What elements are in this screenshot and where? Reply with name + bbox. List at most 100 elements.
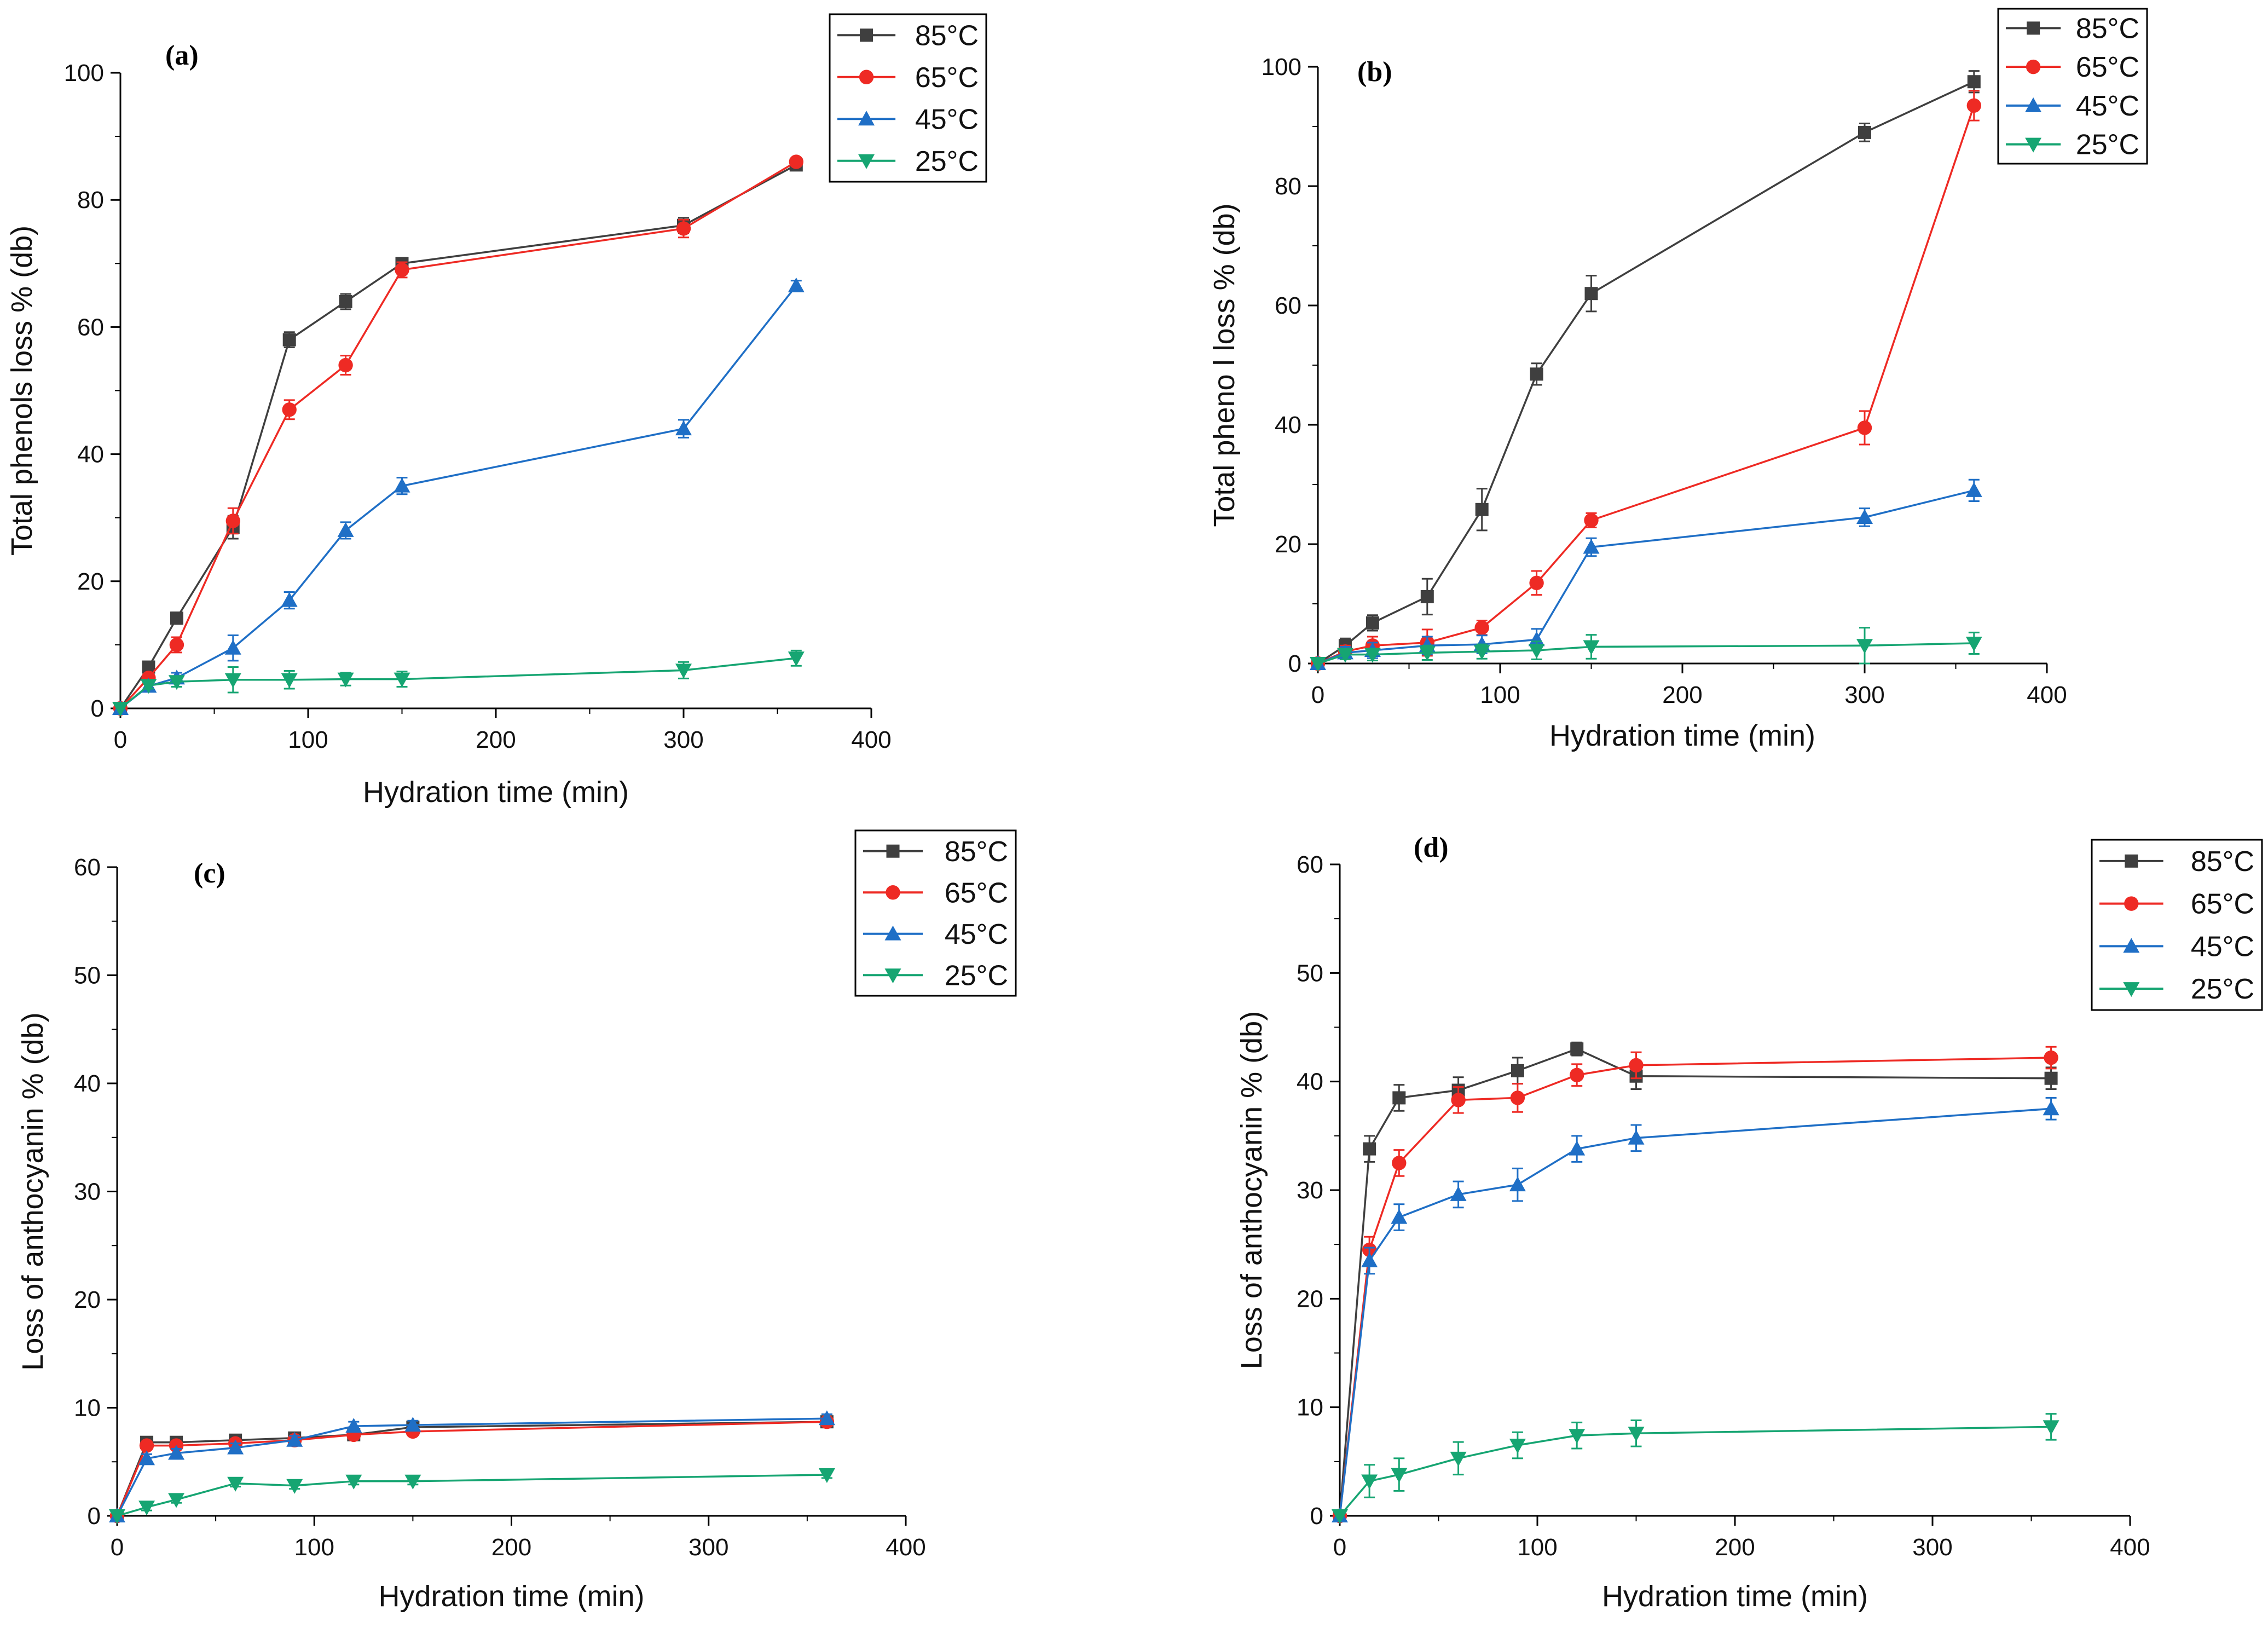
data-point	[2043, 1420, 2059, 1435]
legend-box	[829, 13, 987, 183]
y-tick-label: 0	[1288, 650, 1301, 677]
legend-marker	[2125, 854, 2138, 868]
legend: 85°C 65°C 45°C 25°C	[1997, 8, 2148, 165]
legend-label: 65°C	[2191, 888, 2254, 920]
legend-box	[1997, 8, 2148, 165]
legend: 85°C 65°C 45°C 25°C	[854, 829, 1017, 997]
data-point	[281, 673, 298, 688]
data-point	[1629, 1058, 1644, 1073]
legend: 85°C 65°C 45°C 25°C	[2091, 839, 2263, 1011]
data-point	[1967, 75, 1981, 89]
data-point	[1310, 657, 1326, 672]
y-tick-label: 20	[1275, 531, 1301, 558]
legend-label: 25°C	[945, 960, 1008, 991]
y-axis-label: Total phenols loss % (db)	[5, 226, 38, 556]
x-axis-label: Hydration time (min)	[1549, 719, 1815, 752]
data-point	[1391, 1468, 1408, 1483]
data-point	[1509, 1176, 1526, 1192]
data-point	[1584, 513, 1599, 528]
series-25c	[109, 1468, 835, 1524]
data-point	[1583, 539, 1600, 554]
data-point	[1420, 590, 1434, 603]
y-tick-label: 60	[1275, 292, 1301, 319]
legend-label: 25°C	[2076, 129, 2139, 161]
x-tick-label: 400	[851, 726, 891, 753]
data-point	[1392, 1156, 1407, 1170]
x-tick-label: 0	[1333, 1534, 1346, 1561]
data-point	[1628, 1129, 1645, 1145]
series-line	[116, 1421, 827, 1516]
data-point	[1528, 631, 1545, 647]
x-tick-label: 100	[294, 1534, 334, 1561]
legend-marker	[2025, 137, 2042, 153]
series-line	[116, 1421, 827, 1516]
x-tick-label: 400	[886, 1534, 925, 1561]
y-tick-label: 100	[1262, 54, 1301, 80]
data-point	[140, 679, 157, 694]
data-point	[818, 1468, 835, 1483]
y-tick-label: 80	[77, 187, 104, 213]
data-point	[227, 1476, 244, 1492]
data-point	[286, 1479, 303, 1494]
legend-label: 45°C	[2191, 931, 2254, 962]
y-tick-label: 10	[74, 1395, 101, 1422]
x-tick-label: 200	[1662, 682, 1702, 708]
legend-label: 45°C	[945, 919, 1008, 950]
x-tick-label: 100	[1480, 682, 1520, 708]
series-line	[1339, 1048, 2051, 1516]
data-point	[1510, 1090, 1525, 1105]
series-line	[119, 164, 797, 709]
legend-marker	[859, 70, 874, 84]
legend-box	[2091, 839, 2263, 1011]
y-tick-label: 100	[64, 60, 104, 86]
y-tick-label: 20	[74, 1286, 101, 1313]
legend-marker	[2027, 21, 2040, 35]
data-point	[139, 1438, 154, 1453]
series-85c	[111, 1415, 834, 1522]
data-point	[286, 1432, 303, 1447]
data-point	[404, 1417, 421, 1432]
legend-label: 85°C	[915, 20, 979, 51]
legend-label: 65°C	[945, 877, 1008, 909]
data-point	[2044, 1071, 2058, 1085]
x-tick-label: 400	[2027, 682, 2067, 708]
panel-d: 0 100 200 300 400 0 10 20 30 40 50 60 Hydration time…	[1235, 832, 2263, 1613]
legend-marker	[858, 111, 875, 126]
data-point	[1569, 1429, 1586, 1444]
series-65c	[113, 154, 804, 716]
data-point	[138, 1501, 155, 1516]
legend-label: 85°C	[2191, 846, 2254, 878]
series-85c	[1333, 1041, 2058, 1522]
series-45c	[1332, 1097, 2059, 1522]
data-point	[1451, 1093, 1466, 1107]
data-point	[337, 522, 354, 537]
x-axis-label: Hydration time (min)	[1602, 1580, 1868, 1613]
data-point	[168, 1493, 185, 1508]
data-point	[395, 262, 409, 278]
data-point	[1361, 1474, 1378, 1490]
data-point	[138, 1450, 155, 1465]
data-point	[1583, 640, 1600, 655]
y-tick-label: 40	[77, 441, 104, 468]
y-axis-label: Total pheno l loss % (db)	[1208, 203, 1241, 527]
data-point	[1450, 1186, 1467, 1201]
data-point	[282, 402, 297, 417]
legend-box	[854, 829, 1017, 997]
data-point	[1332, 1509, 1348, 1524]
x-tick-label: 0	[114, 726, 127, 753]
y-tick-label: 80	[1275, 173, 1301, 200]
data-point	[168, 675, 185, 690]
legend-label: 25°C	[2191, 973, 2254, 1005]
data-point	[394, 477, 410, 493]
y-tick-label: 50	[1297, 960, 1323, 986]
x-tick-label: 100	[288, 726, 328, 753]
x-tick-label: 300	[1912, 1534, 1952, 1561]
data-point	[1473, 645, 1490, 660]
data-point	[1965, 482, 1982, 497]
data-point	[338, 357, 353, 373]
y-tick-label: 20	[1297, 1285, 1323, 1312]
data-point	[1570, 1067, 1584, 1082]
legend-label: 65°C	[2076, 51, 2139, 83]
data-point	[1966, 98, 1981, 113]
y-tick-label: 50	[74, 962, 101, 989]
